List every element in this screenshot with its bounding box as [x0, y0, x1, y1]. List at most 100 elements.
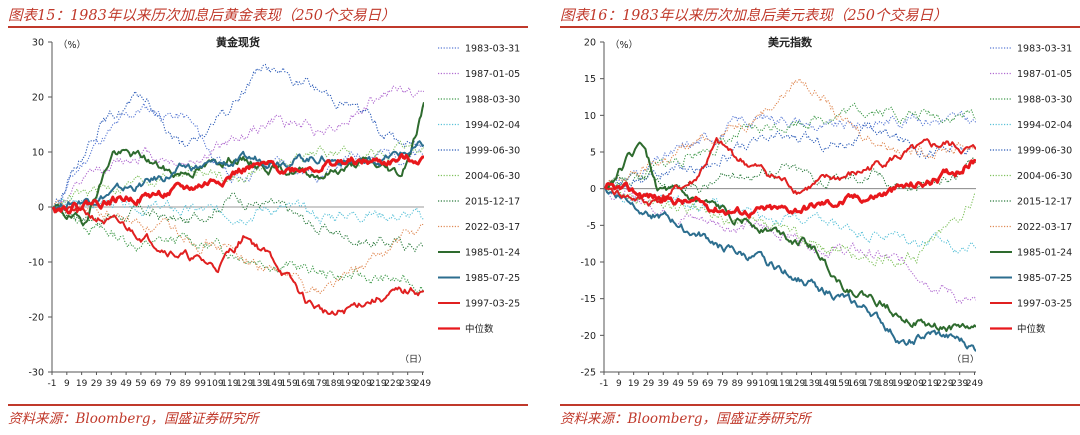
x-tick-label: 219 — [921, 379, 938, 389]
x-tick-label: 209 — [355, 379, 372, 389]
x-tick-label: 149 — [818, 379, 835, 389]
y-tick-label: -25 — [580, 368, 596, 379]
x-tick-label: 29 — [643, 379, 655, 389]
legend-label: 1983-03-31 — [1017, 44, 1072, 55]
x-tick-label: 239 — [951, 379, 968, 389]
x-tick-label: 79 — [165, 379, 177, 389]
chart-usd-index: 20 15 10 5 0 -5 -10 -15 -20 -25 -1 9 19 29 39 49 59 69 79 8… — [580, 35, 1072, 389]
x-tick-label: 29 — [91, 379, 103, 389]
figure-panel-gold: 图表15：1983年以来历次加息后黄金表现（250个交易日） 30 20 10 0 -1… — [8, 0, 533, 435]
y-tick-label: 0 — [590, 184, 596, 195]
series-line-9 — [604, 188, 976, 352]
x-tick-label: 49 — [120, 379, 132, 389]
x-tick-label: 189 — [325, 379, 342, 389]
legend-label: 1997-03-25 — [465, 299, 520, 310]
x-tick-label: 229 — [384, 379, 401, 389]
y-tick-label: -10 — [28, 258, 44, 269]
x-tick-label: 99 — [194, 379, 206, 389]
legend-label: 1999-06-30 — [1017, 146, 1072, 157]
legend-label: 1983-03-31 — [465, 44, 520, 55]
legend-label: 1994-02-04 — [465, 120, 520, 131]
y-tick-label: -20 — [28, 313, 44, 324]
y-tick-label: -15 — [580, 294, 596, 305]
x-tick-label: 169 — [847, 379, 864, 389]
legend-label: 1987-01-05 — [1017, 69, 1072, 80]
source-rule — [8, 404, 528, 406]
series-group — [52, 63, 424, 316]
series-line-0 — [52, 102, 424, 208]
legend-label: 1988-03-30 — [1017, 95, 1072, 106]
x-tick-label: 129 — [236, 379, 253, 389]
x-tick-label: 59 — [687, 379, 699, 389]
legend-label: 2004-06-30 — [465, 171, 520, 182]
x-tick-label: 229 — [936, 379, 953, 389]
series-line-9 — [53, 140, 424, 211]
x-tick-label: 89 — [732, 379, 744, 389]
y-tick-label: 0 — [38, 203, 44, 214]
legend-label: 1997-03-25 — [1017, 299, 1072, 310]
x-tick-label: 209 — [907, 379, 924, 389]
legend-label: 1985-01-24 — [1017, 248, 1072, 259]
chart-title: 黄金现货 — [216, 35, 260, 49]
legend-label: 1985-07-25 — [1017, 273, 1072, 284]
x-tick-label: 109 — [758, 379, 775, 389]
legend-label: 2015-12-17 — [465, 197, 520, 208]
title-rule — [8, 26, 528, 28]
y-tick-label: 5 — [590, 148, 596, 159]
x-tick-label: 149 — [266, 379, 283, 389]
legend-label: 中位数 — [465, 323, 494, 335]
x-tick-label: 139 — [803, 379, 820, 389]
series-line-4 — [605, 122, 976, 190]
x-tick-label: 199 — [892, 379, 909, 389]
figure-title: 图表16：1983年以来历次加息后美元表现（250个交易日） — [560, 8, 948, 24]
legend-label: 中位数 — [1017, 323, 1046, 335]
x-tick-label: 109 — [206, 379, 223, 389]
x-tick-label: 19 — [628, 379, 640, 389]
x-tick-label: 79 — [717, 379, 729, 389]
legend-label: 2022-03-17 — [465, 222, 520, 233]
series-line-8 — [604, 141, 976, 333]
legend-label: 1994-02-04 — [1017, 120, 1072, 131]
x-tick-label: 39 — [106, 379, 118, 389]
source-rule — [560, 404, 1080, 406]
x-tick-label: 49 — [672, 379, 684, 389]
figure-source: 资料来源：Bloomberg，国盛证券研究所 — [560, 411, 811, 427]
figure-title: 图表15：1983年以来历次加息后黄金表现（250个交易日） — [8, 8, 396, 24]
y-tick-label: -30 — [28, 368, 44, 379]
series-line-5 — [605, 183, 976, 268]
x-tick-label: 99 — [746, 379, 758, 389]
x-tick-label: 179 — [310, 379, 327, 389]
y-tick-label: 10 — [32, 148, 44, 159]
series-line-11 — [52, 153, 424, 215]
x-tick-label: 119 — [773, 379, 790, 389]
x-tick-label: 189 — [877, 379, 894, 389]
y-tick-label: -10 — [580, 258, 596, 269]
x-unit-label: （日） — [952, 354, 979, 365]
series-line-7 — [52, 199, 424, 295]
x-unit-label: （日） — [400, 354, 427, 365]
series-line-10 — [52, 205, 424, 316]
y-tick-label: 20 — [584, 38, 596, 49]
x-tick-label: 219 — [369, 379, 386, 389]
y-unit-label: （%） — [58, 39, 86, 51]
series-line-11 — [604, 158, 976, 219]
legend-label: 1999-06-30 — [465, 146, 520, 157]
legend-label: 1987-01-05 — [465, 69, 520, 80]
series-line-8 — [53, 102, 424, 227]
title-rule — [560, 26, 1080, 28]
x-tick-label: 69 — [150, 379, 162, 389]
x-tick-label: 9 — [616, 379, 622, 389]
series-line-4 — [53, 63, 424, 208]
x-tick-label: 169 — [295, 379, 312, 389]
x-tick-label: 239 — [399, 379, 416, 389]
y-tick-label: 15 — [584, 74, 596, 85]
x-tick-label: 249 — [966, 379, 983, 389]
series-group — [604, 78, 976, 352]
y-tick-label: -5 — [587, 221, 596, 232]
y-tick-label: 30 — [32, 38, 44, 49]
legend-label: 2022-03-17 — [1017, 222, 1072, 233]
x-tick-label: 9 — [64, 379, 70, 389]
series-line-7 — [605, 78, 976, 189]
y-unit-label: （%） — [610, 39, 638, 51]
series-line-1 — [53, 85, 424, 210]
